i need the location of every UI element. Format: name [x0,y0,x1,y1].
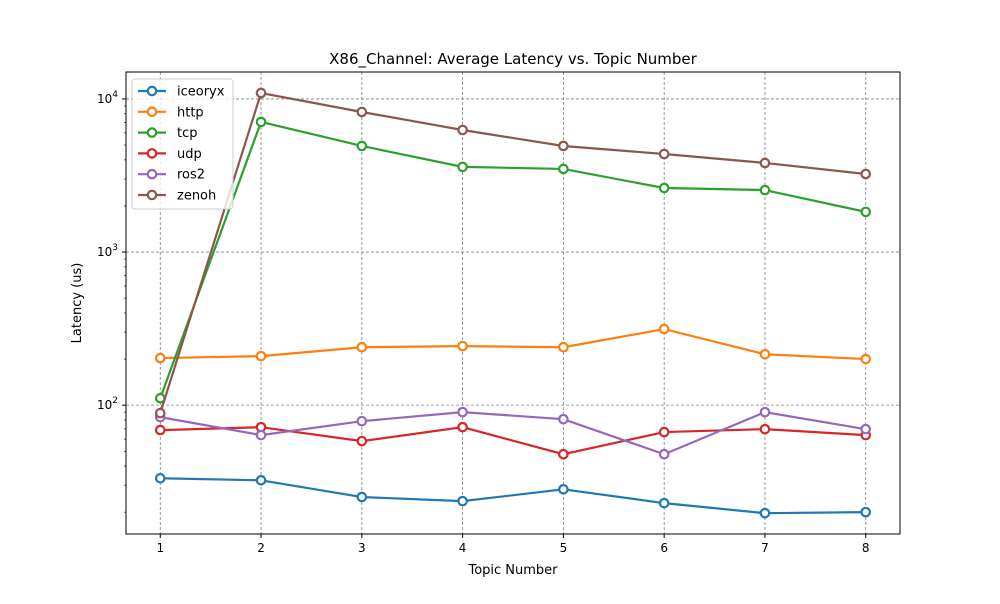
data-point-ros2 [356,415,368,427]
data-point-zenoh [356,106,368,118]
data-point-iceoryx [154,472,166,484]
legend-marker-tcp [146,127,158,138]
series-line-http [160,327,866,361]
y-tick-label: 102 [97,396,118,412]
data-point-zenoh [457,124,468,136]
legend-label: iceoryx [177,85,225,100]
data-point-http [356,341,368,353]
data-point-udp [658,426,670,438]
data-point-iceoryx [457,495,468,507]
legend-label: tcp [177,126,198,141]
data-point-udp [154,424,166,436]
data-point-iceoryx [658,497,670,509]
data-point-ros2 [658,448,670,460]
data-point-http [860,353,872,365]
data-point-iceoryx [860,506,872,518]
x-axis-label: Topic Number [467,563,558,578]
data-point-iceoryx [759,507,771,519]
data-point-zenoh [558,140,569,152]
legend: iceoryx http tcp udp ros2 zenoh [131,78,234,210]
x-tick-label: 3 [358,541,366,555]
x-tick-label: 6 [660,541,668,555]
legend-label: udp [177,147,202,162]
data-point-zenoh [658,148,670,160]
legend-marker-udp [146,148,158,159]
data-point-http [759,348,771,360]
series-line-zenoh [159,91,866,414]
data-point-tcp [658,182,670,194]
legend-label: zenoh [177,189,216,204]
data-point-ros2 [558,413,569,425]
series-http [154,323,872,365]
series-zenoh [154,87,872,419]
data-point-ros2 [255,429,267,441]
y-axis-label: Latency (us) [70,263,85,344]
series-lines [154,87,872,519]
data-point-iceoryx [356,491,368,503]
data-point-http [457,340,468,352]
data-point-tcp [457,161,468,173]
legend-label: ros2 [177,168,205,183]
data-point-tcp [558,163,569,175]
data-point-tcp [860,206,872,218]
x-tick-label: 8 [862,541,870,555]
data-point-zenoh [255,87,267,99]
data-point-tcp [356,140,368,152]
grid [126,72,900,534]
series-line-udp [160,426,866,456]
data-point-udp [759,423,771,435]
legend-marker-iceoryx [146,85,158,97]
series-line-ros2 [160,411,866,456]
data-point-iceoryx [558,484,569,495]
data-point-ros2 [759,406,771,418]
x-tick-label: 5 [560,541,568,555]
x-tick-label: 2 [257,541,265,555]
x-tick-label: 4 [459,541,467,555]
legend-marker-http [146,106,158,118]
data-point-ros2 [860,423,872,435]
data-point-tcp [255,116,267,128]
data-point-http [255,350,267,362]
data-point-udp [457,421,468,433]
data-point-udp [558,448,569,460]
data-point-udp [356,435,368,447]
data-point-iceoryx [255,474,267,486]
data-point-http [558,341,569,353]
legend-marker-zenoh [146,189,158,201]
data-point-http [658,323,670,335]
chart-title: X86_Channel: Average Latency vs. Topic N… [329,50,698,69]
plot-frame [125,71,901,535]
y-tick-label: 103 [97,243,118,259]
data-point-zenoh [759,157,771,169]
series-iceoryx [154,472,872,519]
y-tick-label: 104 [97,90,118,106]
x-tick-label: 1 [156,541,164,555]
series-tcp [154,116,872,404]
series-line-tcp [159,120,866,399]
x-tick-label: 7 [761,541,769,555]
data-point-ros2 [457,406,468,418]
data-point-zenoh [860,168,872,180]
series-udp [154,421,872,460]
legend-label: http [177,105,204,120]
data-point-zenoh [154,407,166,419]
series-line-iceoryx [160,477,866,515]
legend-marker-ros2 [146,168,158,180]
data-point-http [154,352,166,364]
data-point-tcp [759,184,771,196]
